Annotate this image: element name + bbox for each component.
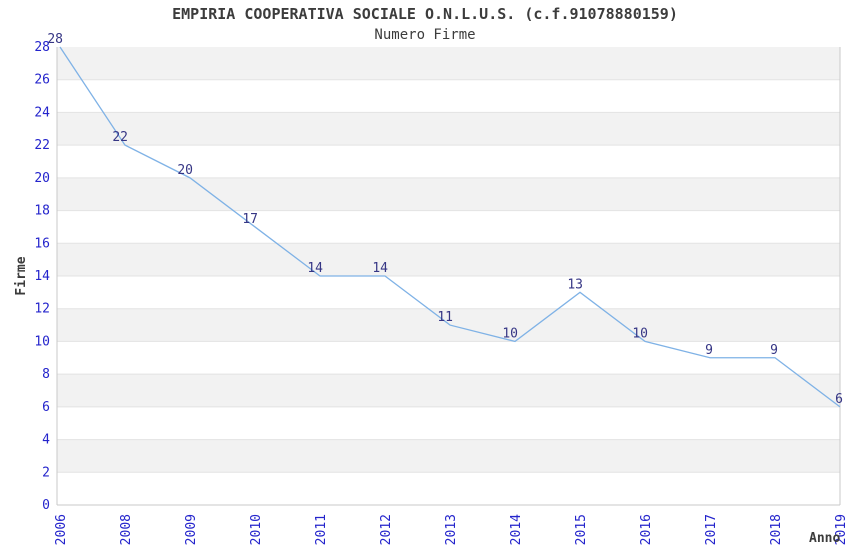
x-tick-label: 2012 [379, 514, 394, 545]
plot-band [57, 439, 840, 473]
x-tick-label: 2016 [639, 514, 654, 545]
y-tick-label: 24 [34, 105, 50, 120]
chart-title: EMPIRIA COOPERATIVA SOCIALE O.N.L.U.S. (… [172, 5, 678, 23]
data-point-label: 10 [502, 326, 518, 341]
plot-band [57, 374, 840, 407]
x-tick-label: 2013 [444, 514, 459, 545]
y-tick-label: 0 [42, 498, 50, 513]
plot-band [57, 243, 840, 276]
y-tick-label: 14 [34, 269, 50, 284]
data-point-label: 28 [47, 32, 63, 47]
data-point-label: 11 [437, 310, 453, 325]
plot-band [57, 112, 840, 146]
x-tick-label: 2006 [54, 514, 69, 545]
x-tick-label: 2019 [834, 514, 849, 545]
y-axis-label: Firme [14, 256, 29, 296]
data-point-label: 6 [835, 392, 843, 407]
y-tick-label: 16 [34, 236, 50, 251]
data-point-label: 14 [372, 261, 388, 276]
y-tick-label: 22 [34, 138, 50, 153]
plot-band [57, 47, 840, 80]
y-tick-label: 26 [34, 73, 50, 88]
data-point-label: 9 [705, 343, 713, 358]
x-tick-label: 2018 [769, 514, 784, 545]
y-tick-label: 6 [42, 400, 50, 415]
y-tick-label: 8 [42, 367, 50, 382]
x-tick-label: 2015 [574, 514, 589, 545]
x-tick-label: 2009 [184, 514, 199, 545]
data-point-label: 17 [242, 212, 258, 227]
chart-subtitle: Numero Firme [374, 27, 476, 43]
y-tick-label: 28 [34, 40, 50, 55]
x-tick-label: 2010 [249, 514, 264, 545]
x-axis-label: Anno [809, 531, 841, 546]
data-point-label: 22 [112, 130, 128, 145]
data-point-label: 10 [632, 326, 648, 341]
data-point-label: 9 [770, 343, 778, 358]
data-line [59, 46, 841, 408]
plot-band [57, 177, 840, 211]
y-tick-label: 18 [34, 204, 50, 219]
y-tick-label: 20 [34, 171, 50, 186]
data-point-label: 20 [177, 163, 193, 178]
y-tick-label: 2 [42, 465, 50, 480]
data-point-label: 14 [307, 261, 323, 276]
plot-band [57, 308, 840, 342]
y-tick-label: 12 [34, 302, 50, 317]
x-tick-label: 2017 [704, 514, 719, 545]
y-tick-label: 10 [34, 334, 50, 349]
x-tick-label: 2011 [314, 514, 329, 545]
x-tick-label: 2008 [119, 514, 134, 545]
data-point-label: 13 [567, 277, 583, 292]
x-tick-label: 2014 [509, 514, 524, 545]
y-tick-label: 4 [42, 433, 50, 448]
